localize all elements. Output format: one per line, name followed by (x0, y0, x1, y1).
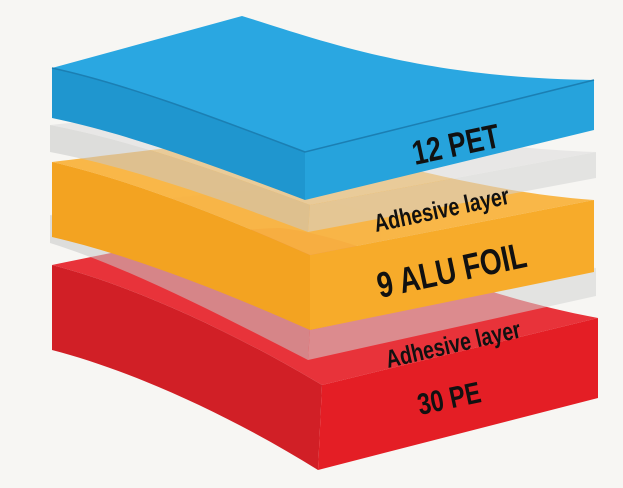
layer-alu-side-face (310, 200, 594, 330)
layer-adhesive-bottom-side-face (308, 268, 596, 360)
layer-pet-front-face (52, 68, 305, 200)
layer-pet (51, 16, 595, 200)
layer-adhesive-top-front-face (50, 125, 310, 232)
layer-pe-front-face (52, 265, 322, 470)
layer-pe-side-face (318, 318, 598, 470)
layer-pet-side-face (305, 80, 594, 200)
layer-pet-edge-highlight (51, 67, 595, 153)
layer-pet-top-face (52, 16, 594, 152)
layer-alu-front-face (52, 162, 310, 330)
layer-adhesive-top-side-face (308, 152, 596, 232)
